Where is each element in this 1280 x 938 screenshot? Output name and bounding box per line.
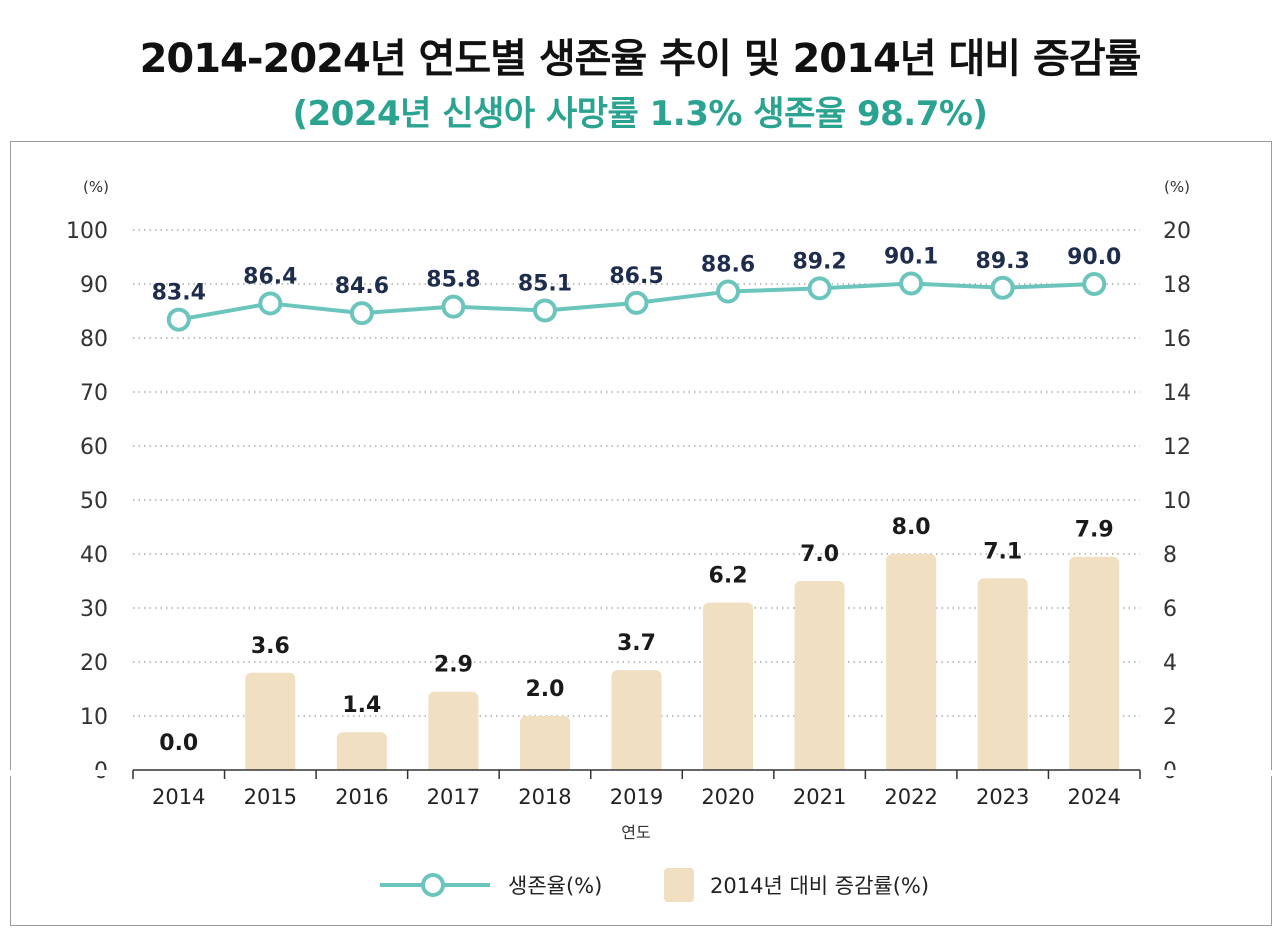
bar-value-label: 2.0 [525, 677, 564, 702]
y-right-unit: (%) [1164, 178, 1190, 196]
line-value-label: 89.3 [976, 249, 1030, 274]
line-point [349, 301, 374, 326]
y-left-tick: 60 [80, 435, 108, 460]
line-point [990, 275, 1015, 300]
line-point [716, 279, 741, 304]
y-axis-right: 02468101214161820(%) [1163, 178, 1191, 784]
line-series: 83.4 86.4 84.6 85.8 85.1 86.5 88.6 89.2 90.1 89.3… [152, 244, 1121, 332]
bar [245, 672, 296, 776]
y-left-tick: 90 [80, 273, 108, 298]
y-left-tick: 100 [66, 219, 108, 244]
bar [794, 581, 845, 776]
legend-bar-swatch [664, 868, 694, 902]
x-axis: 2014 2015 2016 2017 2018 2019 2020 2021 2022 2023… [0, 769, 1280, 842]
x-tick-label: 2014 [152, 785, 205, 809]
y-right-tick: 12 [1163, 435, 1191, 460]
bar [336, 732, 387, 776]
y-right-tick: 10 [1163, 489, 1191, 514]
line-value-label: 86.4 [243, 264, 297, 289]
bar-value-label: 7.0 [800, 542, 839, 567]
line-value-label: 86.5 [609, 264, 663, 289]
legend-bar-label: 2014년 대비 증감률(%) [710, 874, 929, 898]
axis-mask [0, 770, 1280, 776]
bar [703, 602, 754, 776]
y-left-tick: 20 [80, 651, 108, 676]
line-point [1082, 272, 1107, 296]
bar-value-label: 3.7 [617, 631, 656, 656]
y-right-tick: 6 [1163, 597, 1177, 622]
y-left-unit: (%) [83, 178, 109, 196]
line-point [807, 276, 832, 301]
x-tick-label: 2020 [701, 785, 754, 809]
y-left-tick: 10 [80, 705, 108, 730]
bar [519, 716, 570, 776]
chart-subtitle: (2024년 신생아 사망률 1.3% 생존율 98.7%) [292, 94, 988, 134]
x-tick-label: 2024 [1068, 785, 1121, 809]
legend-line-label: 생존율(%) [508, 874, 602, 898]
y-left-tick: 50 [80, 489, 108, 514]
legend-line-marker [421, 873, 445, 897]
bar [611, 670, 662, 776]
legend: 생존율(%) 2014년 대비 증감률(%) [380, 868, 929, 902]
line-value-label: 85.8 [426, 268, 480, 293]
bar-value-label: 6.2 [709, 564, 748, 589]
bar [886, 554, 937, 776]
line-point [258, 291, 283, 316]
y-right-tick: 2 [1163, 705, 1177, 730]
x-tick-label: 2016 [335, 785, 388, 809]
x-tick-label: 2023 [976, 785, 1029, 809]
y-right-tick: 18 [1163, 273, 1191, 298]
y-left-tick: 70 [80, 381, 108, 406]
line-value-label: 89.2 [792, 249, 846, 274]
line-point [624, 290, 649, 315]
bar-value-label: 0.0 [159, 731, 198, 756]
chart-frame [10, 141, 1272, 926]
line-point [441, 294, 466, 319]
chart-title: 2014-2024년 연도별 생존율 추이 및 2014년 대비 증감률 [139, 36, 1142, 82]
bar [428, 691, 479, 776]
y-right-tick: 8 [1163, 543, 1177, 568]
y-right-tick: 16 [1163, 327, 1191, 352]
bar-value-label: 2.9 [434, 653, 473, 678]
bar-value-label: 7.1 [983, 539, 1022, 564]
x-tick-label: 2017 [427, 785, 480, 809]
line-value-label: 85.1 [518, 271, 572, 296]
line-value-label: 90.0 [1067, 245, 1121, 270]
line-point [166, 307, 191, 332]
bar [977, 578, 1028, 776]
y-left-tick: 80 [80, 327, 108, 352]
y-right-tick: 4 [1163, 651, 1177, 676]
line-value-label: 90.1 [884, 244, 938, 269]
bar-value-label: 7.9 [1075, 518, 1114, 543]
y-left-tick: 30 [80, 597, 108, 622]
bar-value-label: 8.0 [892, 515, 931, 540]
y-axis-left: 0102030405060708090100(%) [66, 178, 109, 784]
bar-value-label: 1.4 [342, 693, 381, 718]
line-point [899, 271, 924, 296]
x-tick-label: 2019 [610, 785, 663, 809]
line-value-label: 88.6 [701, 253, 755, 278]
x-axis-title: 연도 [621, 823, 650, 842]
bar-value-label: 3.6 [251, 634, 290, 659]
x-tick-label: 2022 [884, 785, 937, 809]
x-tick-label: 2018 [518, 785, 571, 809]
x-tick-label: 2021 [793, 785, 846, 809]
line-value-label: 83.4 [152, 281, 206, 306]
bar-series: 0.0 3.6 1.4 2.9 2.0 3.7 6.2 7.0 8.0 7.1 7.9 [159, 515, 1120, 776]
x-tick-label: 2015 [244, 785, 297, 809]
bar [1069, 556, 1120, 776]
y-left-tick: 40 [80, 543, 108, 568]
line-point [532, 298, 557, 323]
line-value-label: 84.6 [335, 274, 389, 299]
y-right-tick: 14 [1163, 381, 1191, 406]
y-right-tick: 20 [1163, 219, 1191, 244]
